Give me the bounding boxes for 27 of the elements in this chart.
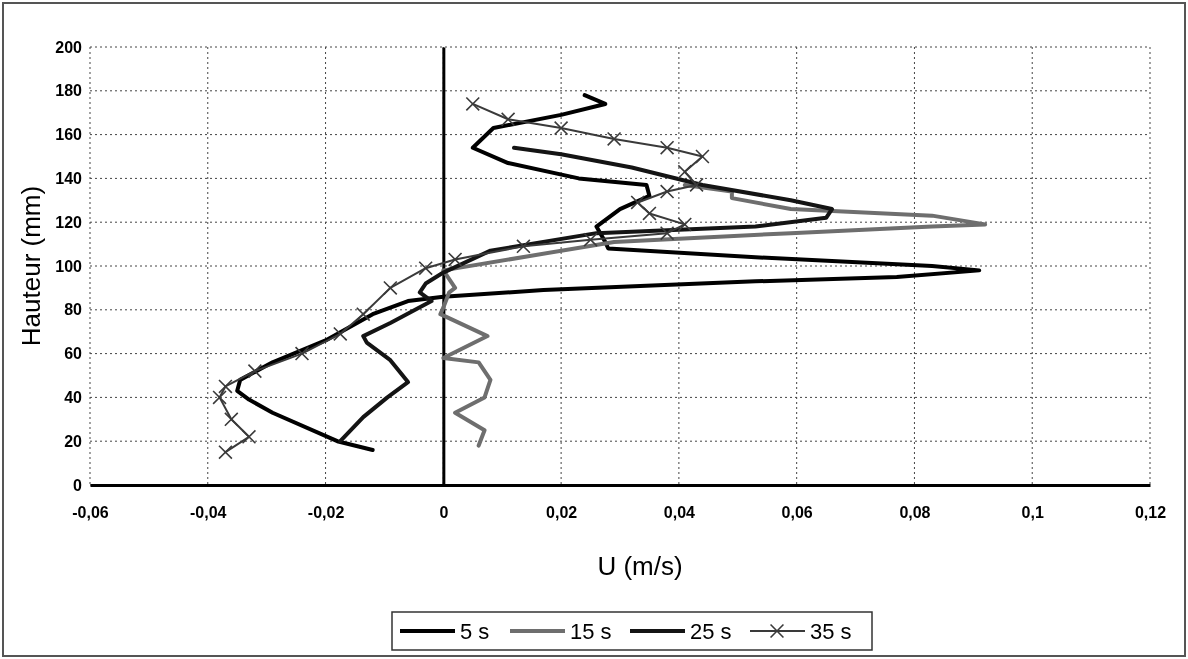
y-tick-label: 20 (64, 432, 83, 450)
y-axis-title: Hauteur (mm) (16, 185, 46, 347)
x-tick-label: 0 (439, 504, 449, 522)
legend-label: 15 s (570, 619, 612, 644)
x-tick-label: -0,02 (307, 504, 345, 522)
y-tick-label: 100 (55, 257, 83, 275)
x-tick-label: 0,08 (899, 504, 931, 522)
x-tick-label: 0,12 (1134, 504, 1167, 522)
y-tick-label: 160 (55, 126, 83, 144)
y-tick-label: 80 (64, 301, 83, 319)
x-axis-title: U (m/s) (597, 551, 683, 581)
y-tick-label: 0 (73, 476, 83, 494)
x-tick-label: -0,06 (72, 504, 109, 522)
legend-label: 5 s (460, 619, 490, 644)
x-tick-label: -0,04 (190, 504, 227, 522)
y-tick-label: 140 (55, 170, 83, 188)
x-tick-label: 0,02 (546, 504, 578, 522)
y-tick-label: 40 (64, 389, 83, 407)
x-tick-label: 0,06 (781, 504, 813, 522)
y-tick-label: 120 (55, 213, 83, 231)
y-tick-label: 60 (64, 345, 83, 363)
y-tick-label: 200 (55, 38, 83, 56)
legend-label: 25 s (690, 619, 732, 644)
y-tick-label: 180 (55, 82, 83, 100)
x-tick-label: 0,1 (1021, 504, 1044, 522)
x-tick-label: 0,04 (663, 504, 696, 522)
legend-label: 35 s (810, 619, 852, 644)
